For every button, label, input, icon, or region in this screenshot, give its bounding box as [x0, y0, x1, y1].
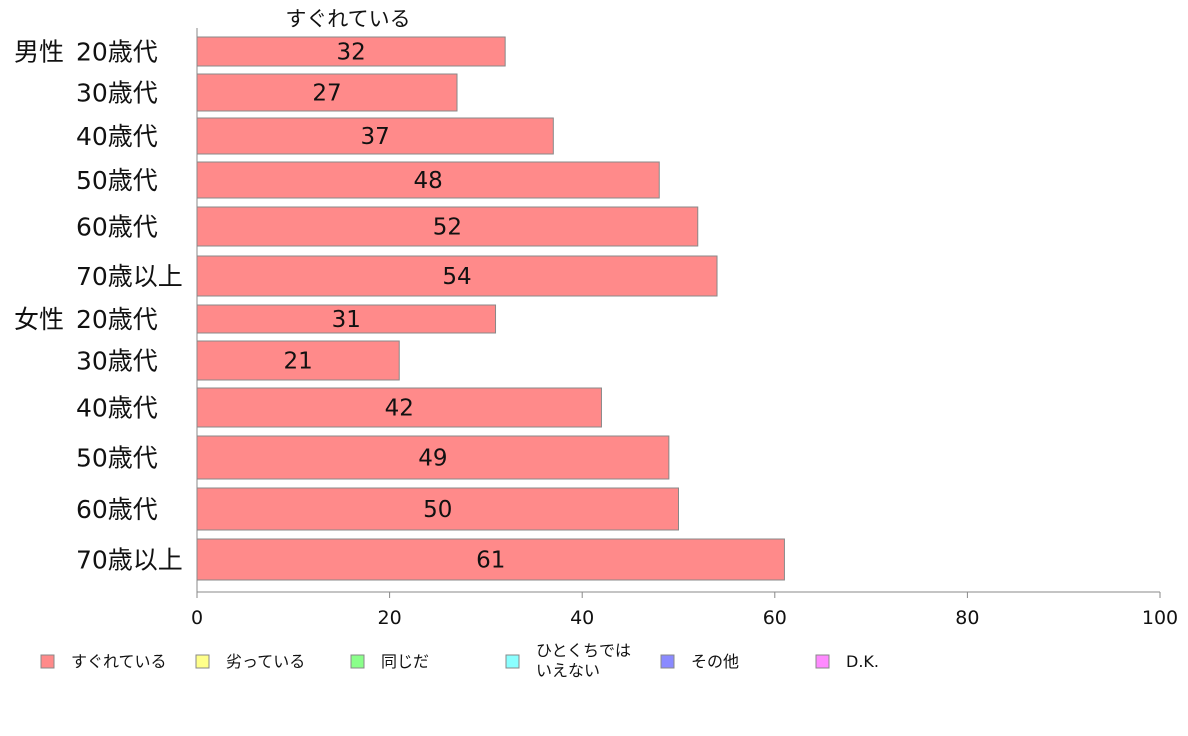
column-title: すぐれている [285, 7, 410, 31]
bar-value-label: 48 [413, 168, 442, 194]
legend-label: すぐれている [71, 652, 167, 671]
bar-value-label: 61 [476, 548, 505, 574]
group-label: 女性 [14, 305, 64, 334]
category-label: 30歳代 [76, 347, 158, 376]
bar [196, 36, 506, 67]
bar [196, 255, 718, 297]
bar-value-label: 50 [423, 497, 452, 523]
category-label: 70歳以上 [76, 546, 183, 575]
category-label: 40歳代 [76, 394, 158, 423]
category-label: 40歳代 [76, 122, 158, 151]
x-tick-label: 80 [955, 607, 979, 629]
bar-value-label: 21 [283, 349, 312, 375]
legend-swatch [815, 654, 830, 669]
bar [196, 161, 660, 199]
bar-value-label: 49 [418, 446, 447, 472]
bar-value-label: 31 [332, 307, 361, 333]
category-label: 30歳代 [76, 79, 158, 108]
category-label: 70歳以上 [76, 262, 183, 291]
x-tick-label: 40 [570, 607, 594, 629]
x-tick-label: 0 [191, 607, 203, 629]
bar-value-label: 37 [361, 124, 390, 150]
bar [196, 304, 497, 334]
category-label: 50歳代 [76, 444, 158, 473]
x-axis: 0 20 40 60 80 100 [191, 28, 1178, 629]
bar-value-label: 42 [385, 396, 414, 422]
category-label: 60歳代 [76, 213, 158, 242]
legend-swatch [350, 654, 365, 669]
legend-swatch [40, 654, 55, 669]
category-label: 60歳代 [76, 495, 158, 524]
category-label: 20歳代 [76, 38, 158, 67]
bar-value-label: 54 [442, 264, 471, 290]
legend-label: 同じだ [381, 652, 429, 671]
legend-label: 劣っている [226, 652, 305, 671]
legend-swatch [195, 654, 210, 669]
category-label: 20歳代 [76, 305, 158, 334]
legend-swatch [505, 654, 520, 669]
bar-value-label: 52 [433, 215, 462, 241]
category-labels: 20歳代 30歳代 40歳代 50歳代 60歳代 70歳以上 20歳代 30歳代 40歳代 50歳… [76, 38, 183, 575]
bar [196, 73, 458, 112]
legend-label: いえない [536, 661, 600, 680]
bar [196, 487, 679, 531]
x-tick-label: 20 [378, 607, 402, 629]
bar-value-label: 32 [336, 40, 365, 66]
group-label: 男性 [14, 38, 64, 67]
bar [196, 117, 554, 155]
legend-label: その他 [691, 652, 739, 671]
x-tick-label: 100 [1142, 607, 1178, 629]
category-label: 50歳代 [76, 166, 158, 195]
bar [196, 435, 670, 480]
legend-swatch [660, 654, 675, 669]
bar [196, 538, 785, 581]
x-tick-label: 60 [763, 607, 787, 629]
bar-value-label: 27 [312, 81, 341, 107]
bar [196, 206, 699, 247]
legend-label: D.K. [846, 652, 879, 671]
legend-label: ひとくちでは [536, 641, 631, 660]
